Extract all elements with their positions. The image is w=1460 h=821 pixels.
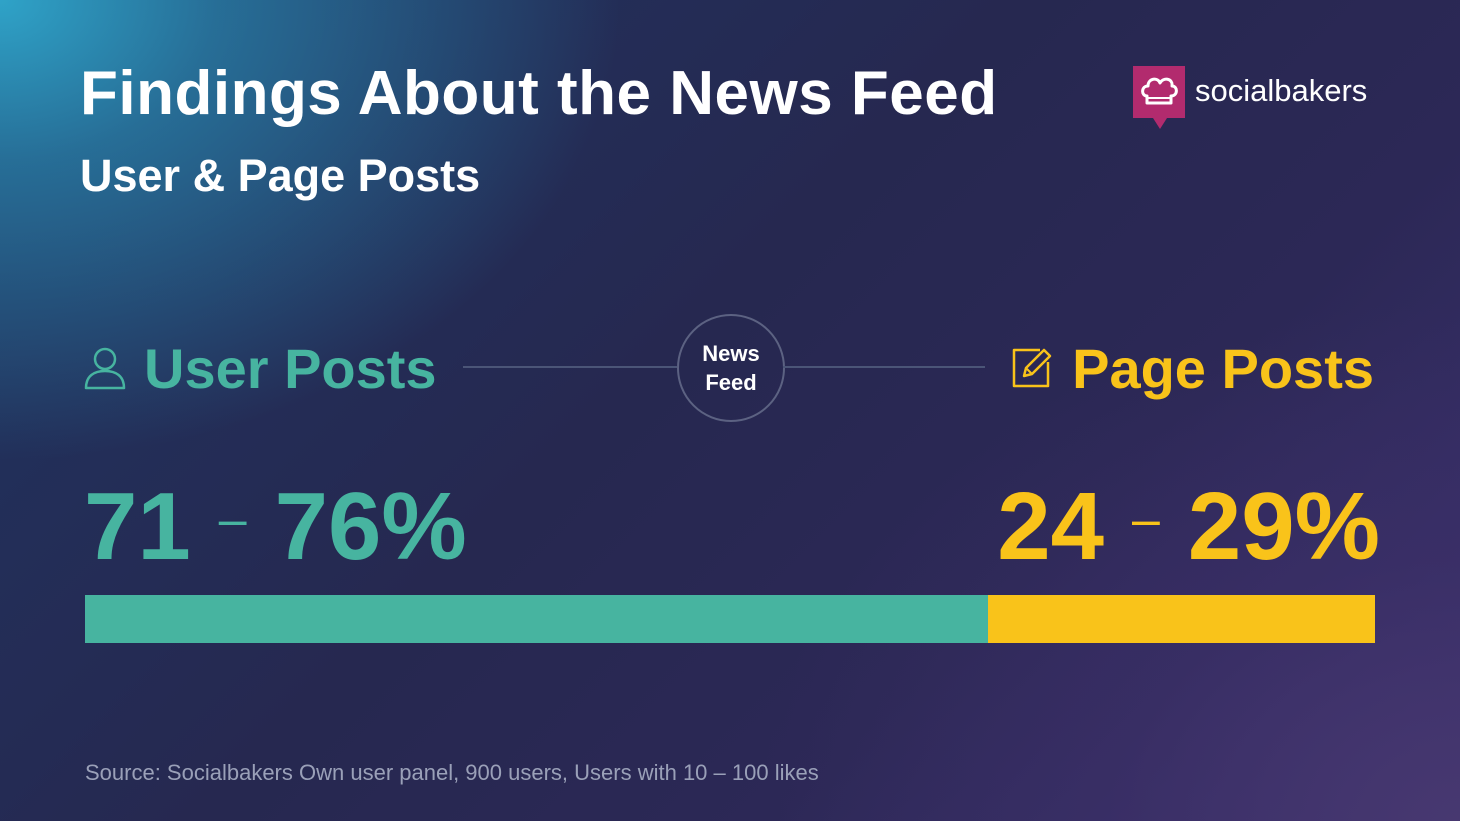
page-posts-label: Page Posts	[1010, 336, 1374, 400]
page-posts-range: 24 – 29%	[997, 472, 1380, 582]
connector-left	[463, 366, 677, 368]
news-feed-line1: News	[702, 341, 760, 366]
connector-right	[783, 366, 985, 368]
news-feed-line2: Feed	[705, 370, 757, 395]
edit-icon	[1012, 348, 1052, 388]
user-range-separator: –	[218, 491, 247, 547]
page-range-separator: –	[1132, 491, 1160, 547]
chef-hat-icon	[1133, 66, 1185, 129]
page-range-low: 24	[997, 473, 1105, 580]
bar-segment-page-posts	[988, 595, 1375, 643]
user-range-low: 71	[84, 473, 191, 580]
news-feed-circle: News Feed	[677, 314, 785, 422]
split-bar	[85, 595, 1375, 643]
source-note: Source: Socialbakers Own user panel, 900…	[85, 760, 819, 785]
user-posts-text: User Posts	[144, 336, 437, 400]
user-range-high: 76%	[274, 473, 467, 580]
person-icon	[84, 347, 126, 390]
bar-segment-user-posts	[85, 595, 988, 643]
page-posts-text: Page Posts	[1072, 336, 1374, 400]
page-subtitle: User & Page Posts	[80, 150, 481, 201]
user-posts-label: User Posts	[84, 336, 437, 400]
page-title: Findings About the News Feed	[80, 59, 998, 128]
socialbakers-logo: socialbakers	[1133, 66, 1367, 130]
page-range-high: 29%	[1187, 473, 1380, 580]
logo-text: socialbakers	[1195, 73, 1368, 108]
user-posts-range: 71 – 76%	[84, 472, 467, 582]
